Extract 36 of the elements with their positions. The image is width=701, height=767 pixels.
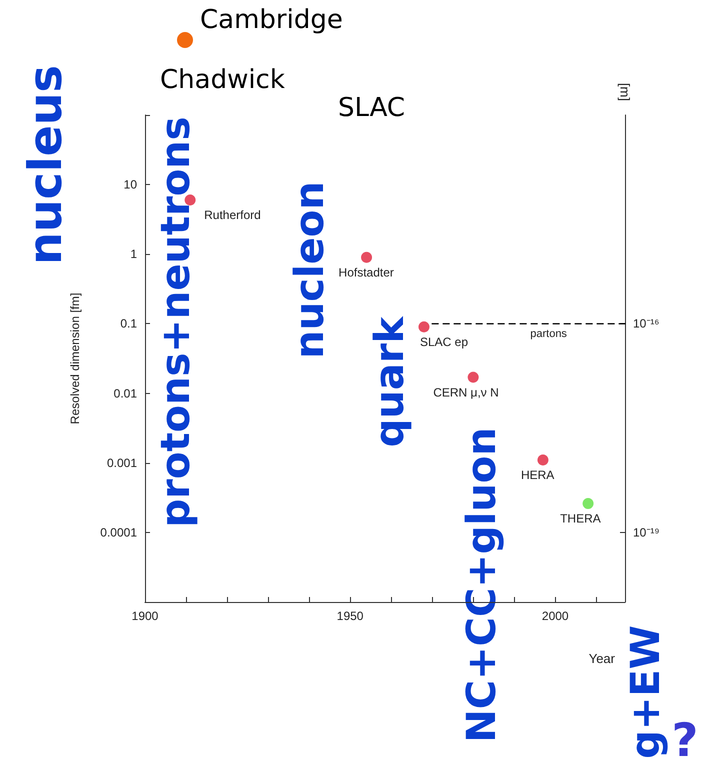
y-tick-label: 0.01 [114,386,138,400]
point [582,498,594,510]
y-tick-label: 10 [124,178,138,192]
x-tick-label: 2000 [542,609,569,623]
text: g+EW [623,625,669,759]
y2-tick-label: 10⁻¹⁶ [633,316,660,331]
annotation: Rutherford [204,208,261,222]
y2-axis-title: [m] [618,82,632,101]
x-tick-label: 1900 [132,609,159,623]
y-axis-title: Resolved dimension [fm] [68,292,82,424]
point [468,372,479,383]
annotation: SLAC ep [420,334,468,349]
series-label: partons [530,328,568,340]
annotation: SLAC [338,93,406,123]
y-tick-label: 0.001 [106,456,138,470]
y-tick-label: 0.1 [120,316,138,331]
annotation: NC+CC+gluon [459,427,505,743]
y-tick-label: 1 [130,247,138,262]
annotation: THERA [560,512,601,526]
text: Chadwick [160,65,285,95]
y2-tick-label: 10⁻¹⁹ [633,525,660,540]
point [361,252,372,263]
point [537,454,548,466]
annotation: protons+neutrons [153,116,199,528]
x-tick-label: 1950 [336,609,364,623]
annotation: HERA [520,468,554,482]
text: ? [672,713,698,767]
text: Cambridge [200,5,343,35]
x-axis-title: Year [588,651,616,666]
annotation: Hofstadter [338,265,394,280]
text: nucleus [18,65,72,265]
y-tick-label: 0.0001 [100,525,138,540]
point [418,321,430,332]
annotation: quark [367,315,413,448]
annotation: CERN μ,ν N [433,385,499,400]
annotation: nucleon [287,181,333,359]
